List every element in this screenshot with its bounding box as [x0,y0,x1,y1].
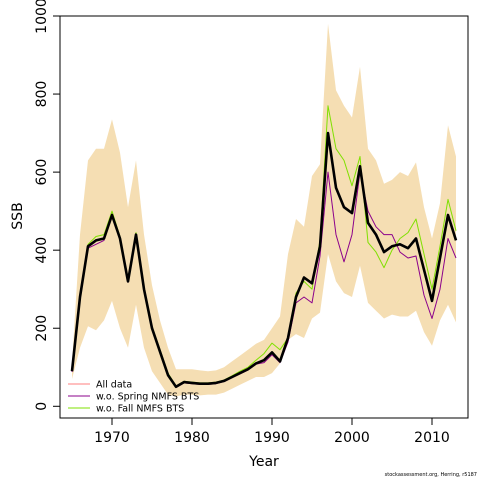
x-tick-label: 1980 [174,430,210,446]
y-tick-label: 200 [34,315,50,342]
y-tick-label: 800 [34,81,50,108]
legend-label: w.o. Spring NMFS BTS [96,392,199,403]
series-line-all-data [70,131,458,389]
y-tick-label: 0 [34,402,50,411]
confidence-band [72,23,456,397]
legend-label: w.o. Fall NMFS BTS [96,404,184,415]
x-tick-label: 2010 [414,430,450,446]
plot-frame [59,15,469,419]
y-tick-label: 600 [34,159,50,186]
x-tick-label: 1990 [254,430,290,446]
y-tick-label: 400 [34,237,50,264]
series-line-w-o-fall-nmfs-bts [71,105,457,387]
series-layer [70,105,458,389]
x-tick-label: 1970 [94,430,130,446]
footer-note: stockassessment.org, Herring, r5187 [384,472,477,478]
legend-label: All data [96,380,132,391]
x-axis-label: Year [248,454,279,470]
y-axis-label: SSB [10,202,26,229]
confidence-band-layer [72,23,456,397]
axis-layer: 1970 1980 1990 2000 2010 0 200 400 600 800 1000 [34,0,450,446]
x-tick-label: 2000 [334,430,370,446]
y-tick-label: 1000 [34,0,50,34]
